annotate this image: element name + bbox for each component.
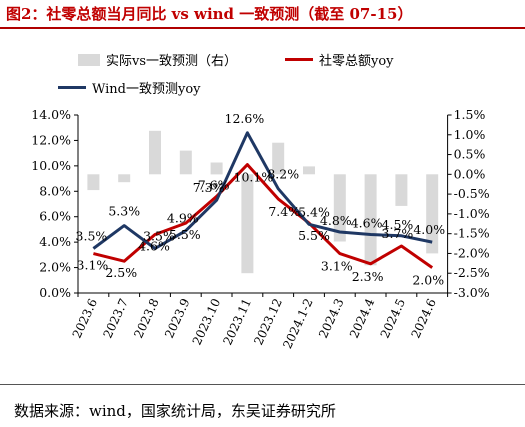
forecast-data-label: 8.2%	[267, 167, 299, 182]
y-left-tick-label: 0.0%	[39, 285, 71, 300]
actual-data-label: 2.0%	[412, 273, 444, 288]
legend-swatch-bars	[78, 53, 100, 66]
legend-label-actual: 社零总额yoy	[319, 54, 394, 69]
actual-data-label: 5.5%	[298, 228, 330, 243]
bar	[118, 174, 131, 183]
bar	[149, 130, 161, 175]
x-tick-label: 2024.4	[347, 296, 378, 340]
y-right-tick-label: -2.0%	[454, 245, 490, 260]
bar	[364, 174, 377, 266]
bar	[426, 174, 439, 254]
legend-swatch-forecast	[58, 86, 86, 89]
forecast-data-label: 5.4%	[298, 204, 330, 219]
legend-label-forecast: Wind一致预测yoy	[92, 82, 201, 97]
actual-data-label: 3.7%	[382, 226, 414, 241]
y-right-tick-label: -1.0%	[454, 206, 490, 221]
x-tick-label: 2023.6	[70, 296, 100, 340]
forecast-data-label: 12.6%	[225, 111, 265, 126]
y-left-tick-label: 12.0%	[31, 132, 71, 147]
actual-data-label: 3.1%	[321, 259, 353, 274]
y-right-tick-label: 1.0%	[454, 127, 486, 142]
chart-title: 图2：社零总额当月同比 vs wind 一致预测（截至 07-15）	[6, 5, 413, 23]
bar	[333, 174, 346, 242]
x-tick-label: 2024.1-2	[280, 296, 315, 351]
legend-item-bars: 实际vs一致预测（右）	[78, 50, 237, 69]
y-left-tick-label: 8.0%	[39, 183, 71, 198]
y-right-tick-label: -1.5%	[454, 226, 490, 241]
x-tick-label: 2023.11	[220, 296, 254, 347]
y-right-tick-label: 0.0%	[454, 166, 486, 181]
forecast-data-label: 4.6%	[351, 216, 383, 231]
actual-data-label: 7.4%	[268, 204, 300, 219]
x-tick-label: 2023.10	[190, 296, 224, 347]
y-right-tick-label: -2.5%	[454, 265, 490, 280]
bar	[395, 174, 408, 206]
actual-data-label: 2.3%	[352, 269, 384, 284]
bar	[241, 174, 254, 274]
x-tick-label: 2024.5	[378, 296, 408, 340]
x-tick-label: 2024.3	[316, 296, 346, 340]
x-tick-label: 2023.7	[100, 296, 130, 340]
actual-data-label: 3.1%	[77, 258, 109, 273]
footer-rule	[0, 384, 525, 385]
actual-data-label: 7.6%	[198, 177, 230, 192]
legend-swatch-actual	[285, 58, 313, 61]
actual-data-label: 10.1%	[234, 170, 274, 185]
forecast-data-label: 4.5%	[382, 217, 414, 232]
y-left-tick-label: 2.0%	[39, 260, 71, 275]
title-rule	[0, 27, 525, 29]
actual-data-label: 5.5%	[169, 227, 201, 242]
forecast-data-label: 3.5%	[76, 229, 108, 244]
forecast-data-label: 4.8%	[320, 213, 352, 228]
y-right-tick-label: -3.0%	[454, 285, 490, 300]
actual-yoy-line	[93, 163, 434, 269]
forecast-data-label: 4.9%	[167, 211, 199, 226]
y-left-tick-label: 4.0%	[39, 234, 71, 249]
x-tick-label: 2023.12	[251, 296, 285, 347]
data-source: 数据来源：wind，国家统计局，东吴证券研究所	[14, 402, 336, 420]
legend-item-actual: 社零总额yoy	[285, 50, 394, 69]
bar	[272, 142, 285, 175]
bar	[87, 174, 100, 191]
x-tick-label: 2024.6	[408, 296, 438, 340]
y-left-tick-label: 10.0%	[31, 158, 71, 173]
x-tick-label: 2023.8	[131, 296, 161, 340]
forecast-data-label: 3.5%	[143, 229, 175, 244]
actual-data-label: 2.5%	[105, 265, 137, 280]
forecast-data-label: 5.3%	[108, 204, 140, 219]
legend-label-bars: 实际vs一致预测（右）	[106, 54, 238, 69]
y-right-tick-label: 0.5%	[454, 147, 486, 162]
actual-data-label: 4.6%	[138, 239, 170, 254]
bar	[179, 150, 192, 175]
y-right-tick-label: -0.5%	[454, 186, 490, 201]
y-left-tick-label: 6.0%	[39, 209, 71, 224]
y-left-tick-label: 14.0%	[31, 107, 71, 122]
x-tick-label: 2023.9	[162, 296, 192, 340]
forecast-data-label: 7.3%	[193, 180, 225, 195]
forecast-data-label: 4.0%	[413, 222, 445, 237]
forecast-yoy-line	[92, 131, 433, 250]
combo-chart: 0.0% 2.0% 4.0% 6.0% 8.0% 10.0% 12.0% 14.0% -3.0%…	[31, 107, 490, 351]
y-right-tick-label: 1.5%	[454, 107, 486, 122]
legend-item-forecast: Wind一致预测yoy	[58, 78, 201, 97]
bar	[210, 162, 223, 175]
bar	[303, 166, 315, 175]
